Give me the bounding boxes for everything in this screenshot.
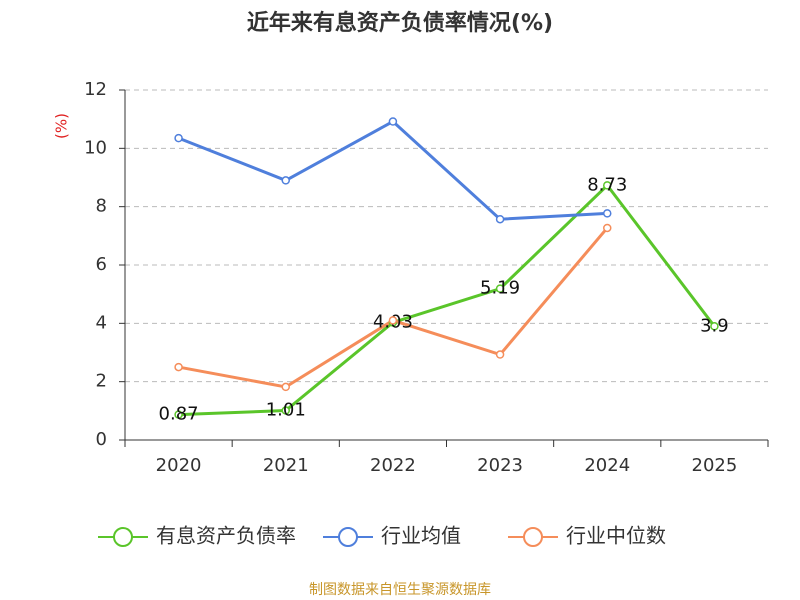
data-point (495, 350, 505, 359)
data-point (710, 322, 719, 331)
data-label: 8.73 (587, 174, 627, 195)
legend-label: 行业中位数 (566, 524, 666, 548)
series-line (178, 226, 609, 389)
data-label: 0.87 (159, 404, 199, 425)
series-line (178, 119, 608, 221)
data-point (495, 214, 505, 224)
data-point (174, 410, 183, 419)
chart-title: 近年来有息资产负债率情况(%) (247, 10, 553, 36)
data-point (174, 133, 183, 143)
series-line (178, 183, 716, 417)
data-point (281, 406, 290, 415)
x-tick-label: 2021 (263, 455, 309, 476)
y-tick-label: 6 (96, 254, 107, 275)
y-tick-label: 12 (84, 79, 107, 100)
legend-marker (338, 527, 358, 547)
legend-label: 行业均值 (381, 524, 461, 548)
x-tick-label: 2024 (584, 455, 630, 476)
data-point (281, 176, 290, 185)
y-tick-label: 8 (96, 196, 107, 217)
y-axis-label: (%) (53, 113, 71, 139)
data-point (281, 382, 290, 392)
data-point (603, 223, 612, 233)
x-tick-label: 2023 (477, 455, 523, 476)
y-tick-label: 0 (96, 429, 107, 450)
data-label: 5.19 (480, 278, 520, 299)
legend-label: 有息资产负债率 (156, 524, 296, 548)
x-tick-label: 2020 (156, 455, 202, 476)
data-point (603, 181, 612, 190)
data-label: 3.9 (700, 315, 729, 336)
x-tick-label: 2025 (692, 455, 738, 476)
data-point (495, 284, 505, 293)
data-point (174, 362, 183, 372)
data-point (388, 117, 398, 126)
legend-marker (113, 527, 133, 547)
legend-marker (523, 527, 543, 547)
y-tick-label: 2 (96, 371, 107, 392)
y-tick-label: 10 (84, 137, 107, 158)
data-label: 1.01 (266, 400, 306, 421)
x-tick-label: 2022 (370, 455, 416, 476)
data-point (388, 316, 398, 325)
source-note: 制图数据来自恒生聚源数据库 (309, 582, 491, 598)
data-point (603, 209, 612, 218)
y-tick-label: 4 (96, 312, 107, 333)
